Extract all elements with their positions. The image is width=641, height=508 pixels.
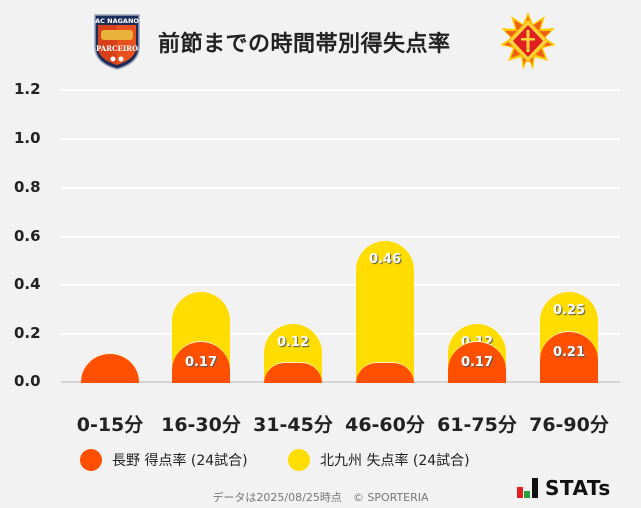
y-tick: 1.2 bbox=[14, 80, 41, 98]
chart-header: AC NAGANO PARCEIRO 前節までの時間帯別得失点率 bbox=[0, 0, 641, 80]
legend-label: 北九州 失点率 (24試合) bbox=[320, 453, 470, 469]
x-axis-baseline bbox=[61, 381, 620, 383]
y-tick: 0.8 bbox=[14, 178, 41, 196]
gridline bbox=[61, 187, 620, 189]
stats-brand-text: STATs bbox=[545, 476, 611, 500]
x-tick: 31-45分 bbox=[253, 414, 333, 436]
gridline bbox=[61, 138, 620, 140]
y-tick: 0.0 bbox=[14, 372, 41, 390]
x-tick: 16-30分 bbox=[161, 414, 241, 436]
x-tick: 0-15分 bbox=[76, 414, 144, 436]
chart-title: 前節までの時間帯別得失点率 bbox=[158, 32, 451, 57]
bar-value-label: 0.21 bbox=[552, 344, 586, 360]
legend-item-kitakyushu[interactable]: 北九州 失点率 (24試合) bbox=[288, 449, 470, 471]
legend-dot-icon bbox=[288, 449, 310, 471]
bar-value-label: 0.12 bbox=[276, 334, 310, 350]
stats-brand: STATs bbox=[517, 478, 611, 498]
y-tick: 0.4 bbox=[14, 275, 41, 293]
svg-text:PARCEIRO: PARCEIRO bbox=[96, 44, 138, 53]
gridline bbox=[61, 333, 620, 335]
nagano-bar[interactable] bbox=[356, 362, 414, 383]
legend-dot-icon bbox=[80, 449, 102, 471]
gridline bbox=[61, 236, 620, 238]
stats-bars-icon bbox=[517, 478, 538, 498]
bar-value-label: 0.25 bbox=[552, 303, 586, 319]
bar-value-label: 0.17 bbox=[460, 354, 494, 370]
x-tick: 76-90分 bbox=[529, 414, 609, 436]
y-tick: 0.2 bbox=[14, 324, 41, 342]
x-tick: 61-75分 bbox=[437, 414, 517, 436]
nagano-bar[interactable] bbox=[448, 340, 506, 383]
nagano-bar[interactable] bbox=[81, 352, 139, 383]
y-tick: 1.0 bbox=[14, 129, 41, 147]
x-tick: 46-60分 bbox=[345, 414, 425, 436]
nagano-bar[interactable] bbox=[264, 362, 322, 383]
kitakyushu-emblem-icon bbox=[500, 12, 556, 70]
kitakyushu-bar[interactable] bbox=[356, 241, 414, 382]
nagano-bar[interactable] bbox=[172, 340, 230, 383]
legend-label: 長野 得点率 (24試合) bbox=[112, 453, 248, 469]
nagano-bar[interactable] bbox=[540, 330, 598, 383]
gridline bbox=[61, 89, 620, 91]
bar-value-label: 0.46 bbox=[368, 252, 402, 268]
svg-text:AC NAGANO: AC NAGANO bbox=[95, 17, 139, 25]
nagano-parceiro-logo-icon: AC NAGANO PARCEIRO bbox=[94, 14, 140, 70]
legend-item-nagano[interactable]: 長野 得点率 (24試合) bbox=[80, 449, 248, 471]
bar-value-label: 0.17 bbox=[184, 354, 218, 370]
footer-note: データは2025/08/25時点 © SPORTERIA bbox=[212, 491, 429, 504]
gridline bbox=[61, 284, 620, 286]
y-tick: 0.6 bbox=[14, 227, 41, 245]
